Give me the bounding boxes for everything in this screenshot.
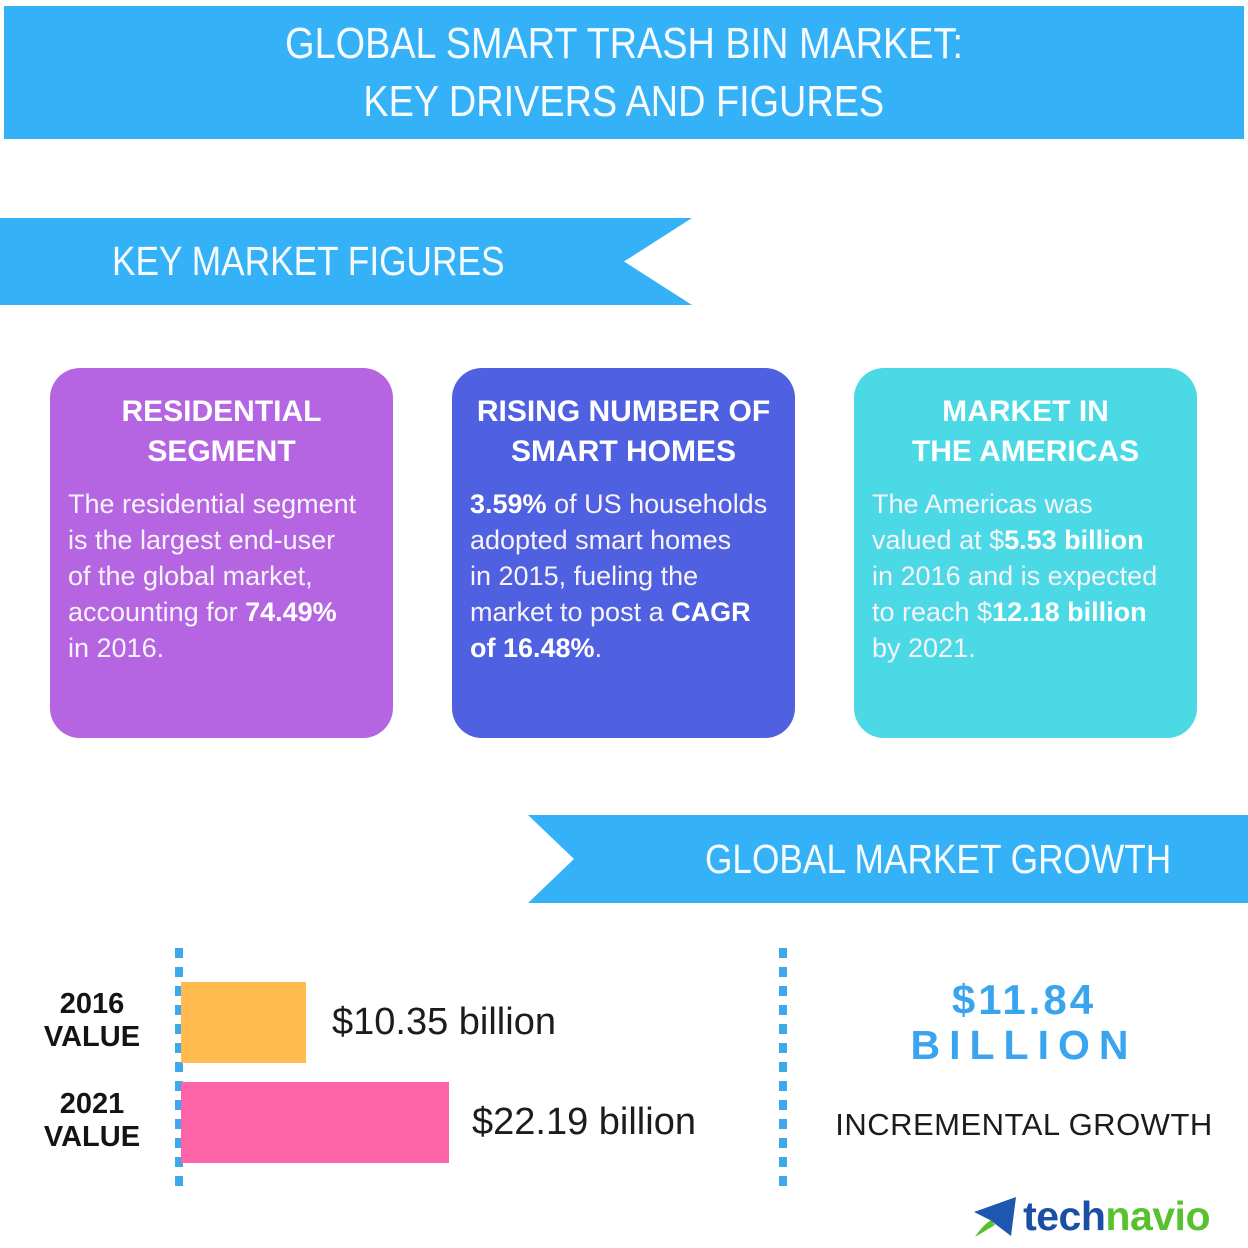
card-residential-segment: RESIDENTIAL SEGMENT The residential segme… <box>50 368 393 738</box>
chart-category-2016-value: 2016 VALUE <box>43 988 141 1053</box>
page-title-line-1: GLOBAL SMART TRASH BIN MARKET: <box>285 18 963 68</box>
chart-category-2021-value: 2021 VALUE <box>43 1088 141 1153</box>
card-market-in-the-americas: MARKET IN THE AMERICAS The Americas was v… <box>854 368 1197 738</box>
card-body: 3.59% of US households adopted smart hom… <box>470 489 768 663</box>
incremental-growth-unit: BILLION <box>910 1022 1138 1068</box>
chart-baseline-dashed-line <box>175 948 183 1194</box>
divider-dashed-line <box>779 948 787 1194</box>
incremental-growth-amount: $11.84 <box>951 976 1097 1023</box>
technavio-logo-icon <box>974 1196 1017 1237</box>
key-figures-cards: RESIDENTIAL SEGMENT The residential segme… <box>50 368 1198 738</box>
incremental-growth-label: INCREMENTAL GROWTH <box>835 1107 1213 1142</box>
title-banner: GLOBAL SMART TRASH BIN MARKET: KEY DRIVE… <box>4 6 1244 139</box>
card-title: MARKET IN THE AMERICAS <box>911 395 1140 468</box>
bar-value-2016: $10.35 billion <box>332 1001 556 1043</box>
technavio-logo: technavio <box>972 1193 1210 1240</box>
logo-text-navio: navio <box>1105 1193 1210 1239</box>
card-title: RISING NUMBER OF SMART HOMES <box>476 395 771 468</box>
section-ribbon-global-market-growth: GLOBAL MARKET GROWTH <box>528 815 1248 903</box>
section-title-global-market-growth: GLOBAL MARKET GROWTH <box>704 835 1172 882</box>
bar-2021-value <box>181 1082 449 1163</box>
technavio-logo-text: technavio <box>1023 1193 1210 1240</box>
card-title: RESIDENTIAL SEGMENT <box>121 395 322 468</box>
card-rising-number-of-smart-homes: RISING NUMBER OF SMART HOMES 3.59% of US … <box>452 368 795 738</box>
section-title-key-market-figures: KEY MARKET FIGURES <box>112 238 505 284</box>
logo-text-tech: tech <box>1023 1193 1106 1239</box>
section-ribbon-key-market-figures: KEY MARKET FIGURES <box>0 218 692 305</box>
bar-value-2021: $22.19 billion <box>472 1101 696 1143</box>
card-body: The residential segment is the largest e… <box>68 489 357 663</box>
card-body: The Americas was valued at $5.53 billion… <box>872 489 1158 663</box>
incremental-growth-value: $11.84 BILLION <box>800 977 1248 1068</box>
bar-2016-value <box>181 982 306 1063</box>
page-title-line-2: KEY DRIVERS AND FIGURES <box>363 76 885 126</box>
